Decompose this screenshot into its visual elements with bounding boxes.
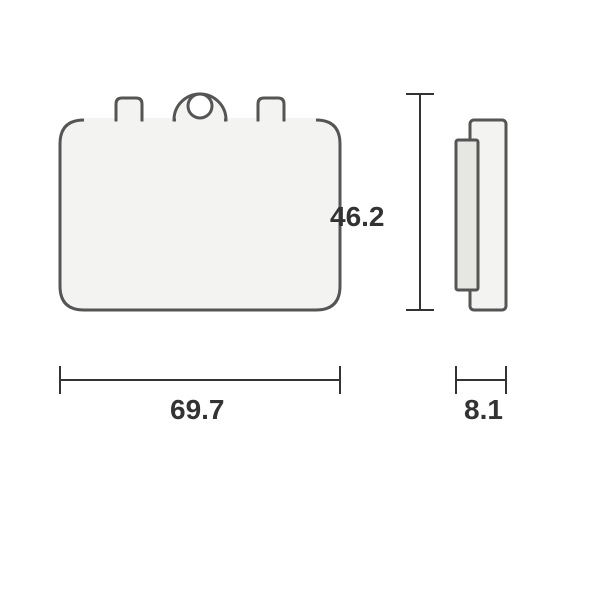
pad-ear-hole bbox=[188, 94, 212, 118]
pad-lug-right bbox=[258, 98, 284, 120]
brake-pad-side-friction bbox=[456, 140, 478, 290]
dimension-width-label: 69.7 bbox=[170, 394, 225, 426]
dimension-height-label: 46.2 bbox=[330, 201, 385, 233]
diagram-stage: 69.7 46.2 8.1 bbox=[0, 0, 600, 600]
pad-lug-left bbox=[116, 98, 142, 120]
dimension-thickness-label: 8.1 bbox=[464, 394, 503, 426]
diagram-svg bbox=[0, 0, 600, 600]
brake-pad-front bbox=[60, 120, 340, 310]
